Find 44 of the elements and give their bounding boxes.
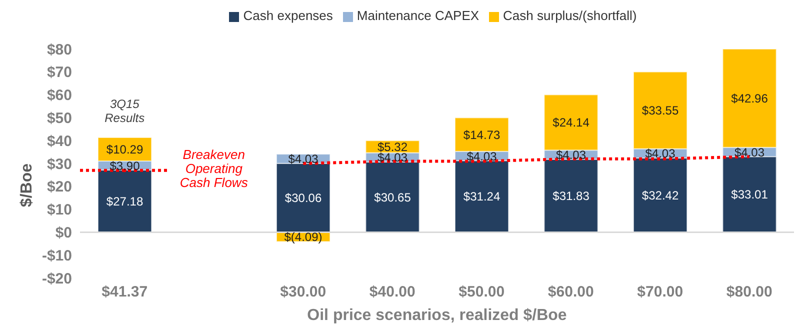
y-tick-label: $60	[46, 87, 72, 104]
legend-label: Cash expenses	[243, 8, 333, 23]
data-label: $27.18	[106, 194, 144, 208]
annotation: 3Q15 Results	[104, 97, 146, 126]
x-tick-label: $30.00	[280, 284, 326, 301]
y-tick-label: $40	[46, 132, 72, 150]
y-tick-label: -$10	[42, 247, 72, 264]
y-tick-label: -$20	[42, 270, 72, 288]
data-label: $4.03	[556, 148, 586, 162]
y-tick-label: $10	[46, 202, 72, 219]
x-tick-label: $50.00	[458, 284, 505, 301]
y-tick-label: $50	[46, 110, 72, 128]
data-label: $(4.09)	[284, 230, 322, 244]
data-label: $3.90	[110, 158, 140, 173]
y-axis-title: $/Boe	[18, 163, 36, 208]
data-label: $31.24	[463, 190, 500, 204]
x-axis-title: Oil price scenarios, realized $/Boe	[307, 307, 567, 324]
data-label: $30.65	[374, 190, 412, 204]
x-tick-label: $80.00	[726, 284, 772, 301]
data-label: $32.42	[642, 188, 679, 202]
data-label: $24.14	[552, 116, 590, 130]
y-tick-label: $20	[46, 178, 72, 196]
y-tick-label: $70	[46, 64, 72, 82]
data-label: $4.03	[645, 146, 676, 161]
data-label: $4.03	[734, 145, 765, 160]
x-tick-label: $60.00	[548, 284, 594, 301]
data-label: $42.96	[731, 91, 768, 106]
data-label: $33.01	[731, 188, 768, 202]
data-label: $4.03	[288, 152, 319, 166]
annotation: Breakeven Operating Cash Flows	[178, 147, 249, 190]
x-tick-label: $70.00	[637, 284, 684, 301]
data-label: $33.55	[642, 104, 679, 118]
y-tick-label: $0	[55, 224, 72, 242]
y-tick-label: $30	[46, 156, 72, 173]
legend-label: Cash surplus/(shortfall)	[503, 8, 637, 23]
data-label: $4.03	[466, 149, 498, 164]
legend-label: Maintenance CAPEX	[356, 8, 480, 23]
y-tick-label: $80	[46, 41, 72, 58]
x-tick-label: $41.37	[102, 284, 148, 301]
x-tick-label: $40.00	[369, 284, 416, 301]
data-label: $10.29	[106, 142, 144, 157]
data-label: $30.06	[284, 191, 322, 206]
data-label: $31.83	[552, 189, 590, 204]
data-label: $14.73	[463, 128, 500, 142]
